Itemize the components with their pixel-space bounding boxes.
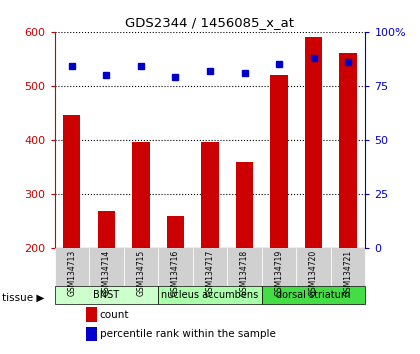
- Bar: [158, 286, 262, 304]
- Title: GDS2344 / 1456085_x_at: GDS2344 / 1456085_x_at: [126, 16, 294, 29]
- Text: percentile rank within the sample: percentile rank within the sample: [100, 329, 276, 339]
- Bar: [132, 142, 150, 248]
- Bar: [158, 248, 193, 286]
- Text: nucleus accumbens: nucleus accumbens: [161, 290, 259, 301]
- Text: GSM134717: GSM134717: [205, 250, 215, 296]
- Text: count: count: [100, 309, 129, 320]
- Bar: [89, 248, 123, 286]
- Text: GSM134713: GSM134713: [67, 250, 76, 296]
- Bar: [236, 162, 253, 248]
- Text: BNST: BNST: [93, 290, 119, 301]
- Bar: [201, 142, 219, 248]
- Text: GSM134720: GSM134720: [309, 250, 318, 296]
- Bar: [98, 211, 115, 248]
- Text: GSM134714: GSM134714: [102, 250, 111, 296]
- Text: GSM134719: GSM134719: [275, 250, 284, 296]
- Bar: [55, 248, 89, 286]
- Bar: [339, 53, 357, 248]
- Bar: [270, 75, 288, 248]
- Bar: [167, 216, 184, 248]
- Bar: [86, 307, 97, 322]
- Bar: [262, 286, 365, 304]
- Bar: [262, 248, 297, 286]
- Bar: [63, 115, 81, 248]
- Text: GSM134718: GSM134718: [240, 250, 249, 296]
- Bar: [55, 286, 158, 304]
- Bar: [227, 248, 262, 286]
- Text: GSM134715: GSM134715: [136, 250, 145, 296]
- Bar: [193, 248, 227, 286]
- Text: tissue ▶: tissue ▶: [2, 292, 45, 302]
- Bar: [331, 248, 365, 286]
- Text: GSM134716: GSM134716: [171, 250, 180, 296]
- Bar: [123, 248, 158, 286]
- Text: dorsal striatum: dorsal striatum: [276, 290, 351, 301]
- Bar: [305, 37, 322, 248]
- Bar: [86, 327, 97, 341]
- Text: GSM134721: GSM134721: [344, 250, 353, 296]
- Bar: [297, 248, 331, 286]
